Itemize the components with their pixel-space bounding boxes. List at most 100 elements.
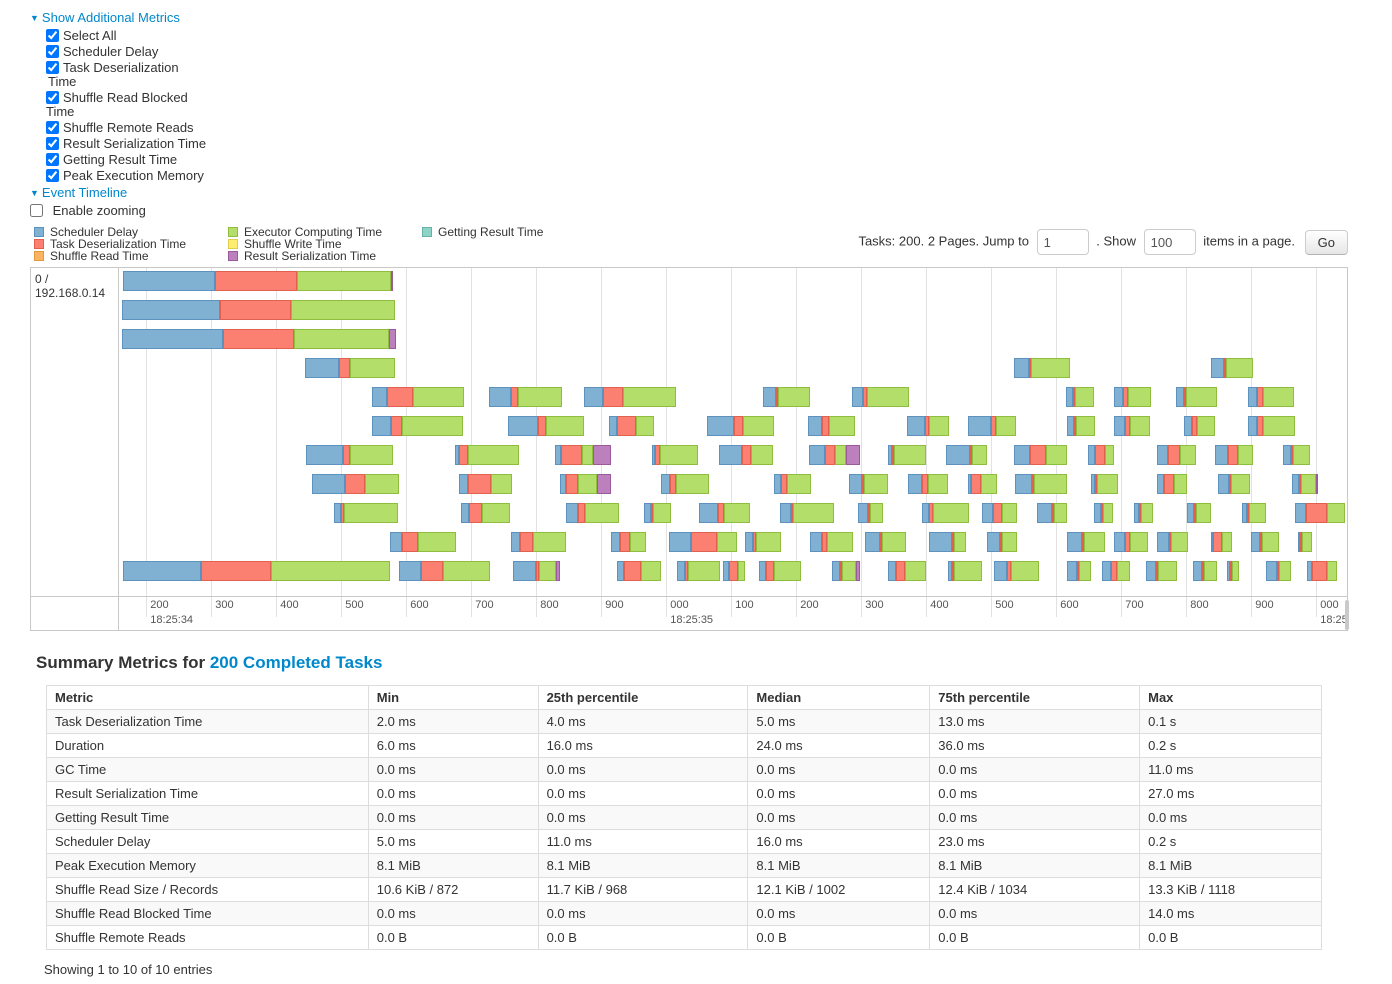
timeline-task[interactable]	[1101, 561, 1131, 581]
timeline-task[interactable]	[1307, 561, 1337, 581]
completed-tasks-link[interactable]: 200 Completed Tasks	[209, 653, 383, 672]
timeline-task[interactable]	[865, 532, 907, 552]
timeline-task[interactable]	[945, 445, 988, 465]
timeline-task[interactable]	[1210, 358, 1254, 378]
timeline-task[interactable]	[1067, 416, 1096, 436]
timeline-task[interactable]	[906, 416, 949, 436]
timeline-task[interactable]	[609, 416, 654, 436]
timeline-task[interactable]	[908, 474, 949, 494]
timeline-task[interactable]	[1091, 474, 1119, 494]
timeline-task[interactable]	[1156, 532, 1189, 552]
timeline-task[interactable]	[707, 416, 775, 436]
timeline-task[interactable]	[508, 416, 585, 436]
timeline-task[interactable]	[857, 503, 884, 523]
timeline-task[interactable]	[967, 474, 998, 494]
timeline-task[interactable]	[774, 474, 812, 494]
column-header-median[interactable]: Median	[747, 685, 931, 710]
timeline-task[interactable]	[1227, 561, 1239, 581]
timeline-task[interactable]	[1065, 387, 1094, 407]
timeline-task[interactable]	[1093, 503, 1114, 523]
timeline-task[interactable]	[1156, 445, 1196, 465]
timeline-task[interactable]	[922, 503, 970, 523]
timeline-task[interactable]	[306, 445, 394, 465]
timeline-task[interactable]	[779, 503, 834, 523]
timeline-task[interactable]	[1067, 561, 1092, 581]
timeline-task[interactable]	[555, 445, 611, 465]
metric-checkbox-getting-result-time[interactable]	[46, 153, 59, 166]
timeline-task[interactable]	[389, 532, 457, 552]
timeline-task[interactable]	[1242, 503, 1267, 523]
jump-to-page-input[interactable]	[1036, 229, 1089, 255]
timeline-task[interactable]	[1298, 532, 1313, 552]
timeline-task[interactable]	[1134, 503, 1154, 523]
timeline-task[interactable]	[967, 416, 1016, 436]
timeline-task[interactable]	[1088, 445, 1115, 465]
metric-checkbox-peak-execution-memory[interactable]	[46, 169, 59, 182]
timeline-task[interactable]	[718, 445, 774, 465]
metric-checkbox-task-deserialization-time[interactable]	[46, 61, 59, 74]
timeline-task[interactable]	[677, 561, 721, 581]
timeline-task[interactable]	[723, 561, 745, 581]
timeline-task[interactable]	[1210, 532, 1232, 552]
show-additional-metrics-toggle[interactable]: ▼ Show Additional Metrics	[30, 10, 180, 25]
timeline-task[interactable]	[699, 503, 751, 523]
timeline-task[interactable]	[1247, 416, 1295, 436]
timeline-task[interactable]	[616, 561, 661, 581]
timeline-task[interactable]	[458, 474, 512, 494]
timeline-task[interactable]	[1247, 387, 1295, 407]
timeline-task[interactable]	[1184, 416, 1216, 436]
timeline-task[interactable]	[1283, 445, 1310, 465]
metric-checkbox-shuffle-remote-reads[interactable]	[46, 121, 59, 134]
timeline-task[interactable]	[1251, 532, 1280, 552]
timeline-task[interactable]	[372, 416, 464, 436]
timeline-task[interactable]	[948, 561, 983, 581]
items-per-page-input[interactable]	[1143, 229, 1196, 255]
timeline-task[interactable]	[560, 474, 611, 494]
timeline-task[interactable]	[305, 358, 396, 378]
timeline-task[interactable]	[982, 503, 1018, 523]
metric-checkbox-select-all[interactable]	[46, 29, 59, 42]
column-header-75th-percentile[interactable]: 75th percentile	[929, 685, 1141, 710]
timeline-task[interactable]	[610, 532, 647, 552]
timeline-task[interactable]	[1013, 358, 1070, 378]
timeline-task[interactable]	[399, 561, 491, 581]
timeline-task[interactable]	[1114, 416, 1151, 436]
enable-zooming-checkbox[interactable]	[30, 204, 43, 217]
timeline-task[interactable]	[584, 387, 676, 407]
column-header-metric[interactable]: Metric	[46, 685, 369, 710]
timeline-task[interactable]	[887, 445, 926, 465]
timeline-task[interactable]	[744, 532, 781, 552]
timeline-task[interactable]	[987, 532, 1018, 552]
timeline-task[interactable]	[993, 561, 1039, 581]
timeline-task[interactable]	[807, 416, 856, 436]
go-button[interactable]: Go	[1304, 229, 1348, 255]
timeline-task[interactable]	[1114, 387, 1152, 407]
timeline-task[interactable]	[1292, 474, 1318, 494]
timeline-task[interactable]	[461, 503, 511, 523]
column-header-min[interactable]: Min	[367, 685, 539, 710]
timeline-task[interactable]	[668, 532, 738, 552]
timeline-task[interactable]	[123, 271, 394, 291]
timeline-task[interactable]	[1192, 561, 1218, 581]
column-header-max[interactable]: Max	[1139, 685, 1322, 710]
metric-checkbox-result-serialization-time[interactable]	[46, 137, 59, 150]
timeline-task[interactable]	[763, 387, 810, 407]
event-timeline-toggle[interactable]: ▼ Event Timeline	[30, 185, 127, 200]
timeline-task[interactable]	[831, 561, 860, 581]
timeline-task[interactable]	[513, 561, 560, 581]
timeline-task[interactable]	[1114, 532, 1148, 552]
timeline-task[interactable]	[759, 561, 802, 581]
timeline-task[interactable]	[644, 503, 672, 523]
metric-checkbox-shuffle-read-blocked-time[interactable]	[46, 91, 59, 104]
timeline-task[interactable]	[809, 445, 860, 465]
timeline-task[interactable]	[1156, 474, 1187, 494]
timeline-task[interactable]	[852, 387, 910, 407]
timeline-task[interactable]	[887, 561, 926, 581]
column-header-25th-percentile[interactable]: 25th percentile	[537, 685, 749, 710]
timeline-task[interactable]	[566, 503, 619, 523]
timeline-task[interactable]	[122, 329, 397, 349]
timeline-task[interactable]	[848, 474, 888, 494]
timeline-task[interactable]	[1266, 561, 1291, 581]
timeline-task[interactable]	[122, 300, 396, 320]
timeline-task[interactable]	[661, 474, 710, 494]
